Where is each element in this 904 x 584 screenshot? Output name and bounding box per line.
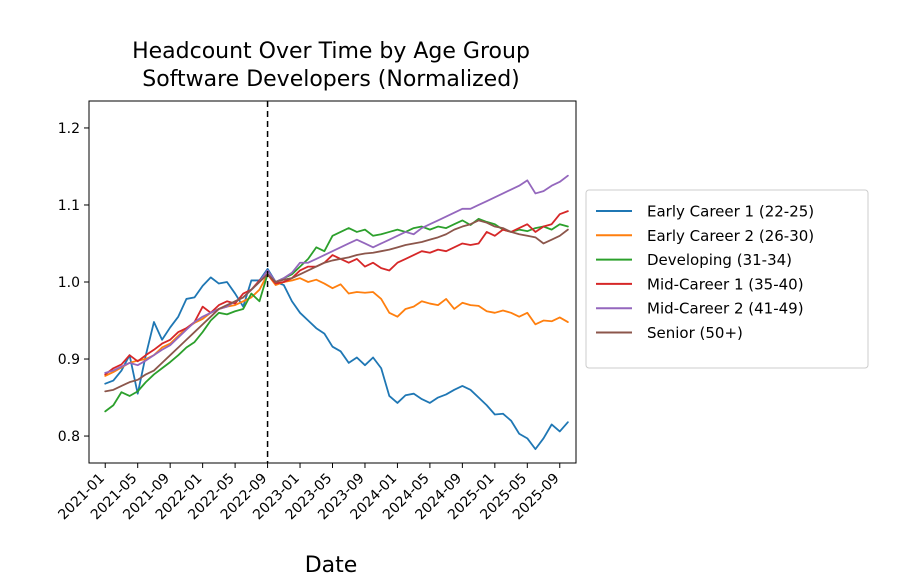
legend-label: Senior (50+) [647, 324, 743, 342]
y-tick-label: 1.2 [58, 121, 80, 137]
series-line-4 [104, 174, 569, 374]
y-tick-label: 0.9 [58, 352, 80, 368]
legend-label: Mid-Career 1 (35-40) [647, 275, 804, 293]
y-tick-label: 0.8 [58, 429, 80, 445]
y-axis: 0.8 0.9 1.0 1.1 1.2 [58, 121, 89, 445]
legend-label: Developing (31-34) [647, 251, 792, 269]
y-tick-label: 1.1 [58, 198, 80, 214]
plot-frame [88, 100, 577, 464]
series-line-1 [104, 273, 569, 377]
y-tick-label: 1.0 [58, 275, 80, 291]
x-axis-label: Date [305, 553, 358, 578]
chart-subtitle: Software Developers (Normalized) [142, 67, 520, 92]
series-line-3 [104, 210, 569, 376]
legend-label: Early Career 1 (22-25) [647, 203, 814, 221]
series-line-5 [104, 219, 569, 393]
chart-title: Headcount Over Time by Age Group [132, 39, 530, 64]
legend-label: Early Career 2 (26-30) [647, 227, 814, 245]
legend-frame [585, 189, 869, 369]
series-line-2 [104, 217, 569, 413]
plot-area: 0.8 0.9 1.0 1.1 1.2 2021-012021-052021-09202… [55, 100, 577, 523]
legend: Early Career 1 (22-25) Early Career 2 (26… [585, 189, 869, 369]
x-axis: 2021-012021-052021-092022-012022-052022-… [55, 463, 563, 523]
series-layer [104, 174, 569, 451]
series-line-0 [104, 268, 569, 451]
legend-label: Mid-Career 2 (41-49) [647, 300, 804, 318]
